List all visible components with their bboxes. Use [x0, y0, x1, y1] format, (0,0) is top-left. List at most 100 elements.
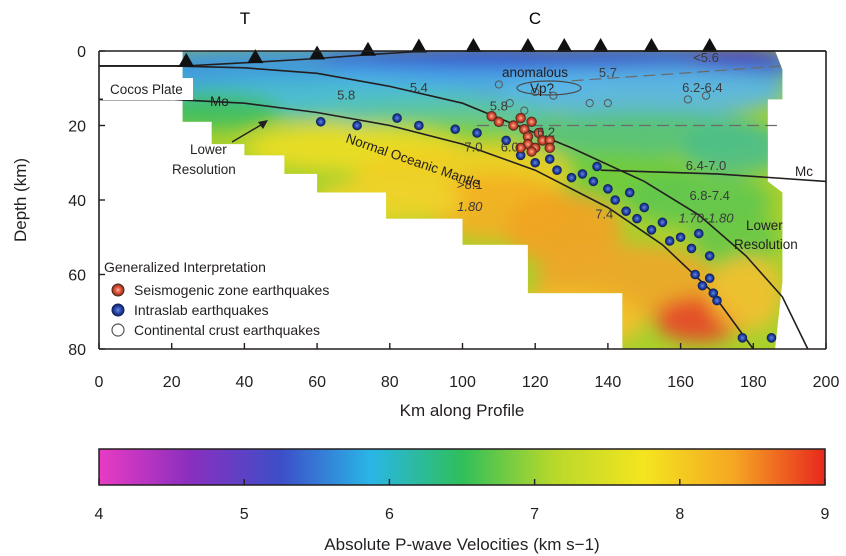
station-triangle	[359, 41, 376, 56]
x-tick-label: 200	[813, 374, 840, 391]
velocity-label: 6.2-6.4	[682, 80, 722, 95]
velocity-blob	[691, 207, 779, 268]
y-tick-label: 20	[68, 119, 86, 136]
station-triangle	[556, 38, 573, 52]
intraslab-earthquake	[610, 195, 620, 205]
velocity-blob	[498, 65, 783, 119]
x-tick-label: 20	[163, 374, 181, 391]
mc-line	[600, 169, 827, 183]
cocos-plate-box	[103, 78, 193, 100]
seismogenic-earthquake	[526, 146, 537, 157]
vp-label: Vp?	[530, 81, 554, 96]
velocity-blob	[680, 121, 783, 174]
lower-resolution-arrow	[231, 121, 267, 143]
intraslab-earthquake	[766, 333, 777, 343]
anomalous-label: anomalous	[502, 65, 568, 80]
legend-label-continental: Continental crust earthquakes	[134, 322, 320, 338]
y-axis-title: Depth (km)	[11, 158, 30, 242]
velocity-blob	[182, 91, 281, 130]
velocity-label: 6.2	[537, 125, 555, 140]
marker-T: T	[240, 9, 250, 28]
colorbar-tick-label: 7	[530, 506, 539, 523]
intraslab-earthquake	[577, 169, 588, 179]
seismogenic-earthquake	[493, 116, 505, 127]
x-tick-label: 160	[667, 374, 694, 391]
continental-earthquake	[520, 106, 529, 115]
station-triangle	[592, 38, 609, 52]
earthquakes	[315, 80, 777, 343]
mo-label: Mo	[210, 94, 229, 109]
intraslab-earthquake	[686, 243, 697, 254]
intraslab-earthquake	[704, 251, 715, 261]
x-tick-label: 100	[449, 374, 476, 391]
legend: Generalized Interpretation Seismogenic z…	[104, 259, 329, 338]
x-tick-label: 60	[308, 374, 326, 391]
continental-earthquake	[585, 99, 594, 108]
y-ticks: 0 20 40 60 80	[68, 44, 105, 359]
intraslab-earthquake	[693, 228, 704, 239]
legend-item-seismogenic: Seismogenic zone earthquakes	[111, 282, 329, 298]
continental-earthquake	[603, 99, 613, 108]
station-triangle	[309, 45, 326, 60]
seismogenic-earthquake	[526, 116, 537, 127]
intraslab-earthquake	[712, 295, 722, 306]
intraslab-earthquake	[530, 157, 540, 168]
velocity-label: >8.1	[457, 177, 483, 192]
lower-resolution-right-2: Resolution	[734, 237, 798, 252]
station-triangle	[410, 38, 427, 53]
y-tick-label: 40	[68, 193, 86, 210]
velocity-label: 6.8-7.4	[689, 188, 729, 203]
intraslab-earthquake	[566, 172, 577, 183]
intraslab-earthquake	[315, 116, 326, 127]
x-axis-title: Km along Profile	[400, 401, 525, 420]
intraslab-earthquake	[646, 225, 657, 235]
intraslab-earthquake	[697, 280, 708, 291]
y-tick-label: 0	[77, 44, 86, 61]
velocity-label: 5.4	[410, 80, 428, 95]
lower-resolution-right-1: Lower	[746, 218, 783, 233]
colorbar-title: Absolute P-wave Velocities (km s−1)	[324, 535, 599, 554]
x-tick-label: 0	[95, 374, 104, 391]
station-triangle	[178, 52, 195, 67]
intraslab-earthquake	[704, 273, 715, 284]
velocity-blob	[709, 255, 783, 331]
lower-resolution-left-1: Lower	[190, 142, 227, 157]
x-tick-label: 80	[381, 374, 399, 391]
station-triangle	[465, 38, 482, 52]
legend-symbol-seismogenic	[111, 283, 125, 297]
continental-earthquake	[531, 87, 540, 97]
y-tick-label: 80	[68, 342, 86, 359]
continental-earthquake	[505, 99, 514, 108]
velocity-label: 5.8	[490, 99, 508, 114]
colorbar-tick-label: 8	[675, 506, 684, 523]
continental-earthquake	[683, 95, 692, 104]
x-tick-label: 40	[236, 374, 254, 391]
velocity-labels: <5.6 5.7 5.4 6.2-6.4 5.8 5.8 6.2 7.0 6.0 6.4-7.0 6…	[337, 50, 734, 225]
colorbar-fill	[98, 448, 826, 486]
velocity-blob	[317, 177, 463, 223]
intraslab-earthquake	[624, 187, 635, 198]
intraslab-earthquake	[392, 113, 402, 123]
colorbar-tick-label: 9	[821, 506, 830, 523]
velocity-label: 5.8	[337, 87, 355, 102]
intraslab-earthquake	[352, 120, 362, 131]
anomalous-ellipse	[516, 80, 582, 96]
legend-label-intraslab: Intraslab earthquakes	[134, 302, 269, 318]
intraslab-earthquake	[675, 232, 686, 243]
lower-resolution-arrowhead	[258, 120, 268, 129]
marker-C: C	[529, 9, 541, 28]
mc-label: Mc	[795, 164, 813, 179]
velocity-label: 7.4	[595, 207, 613, 222]
intraslab-earthquake	[657, 217, 668, 228]
legend-symbol-intraslab	[111, 303, 125, 317]
cocos-plate-label: Cocos Plate	[110, 82, 183, 97]
y-tick-label: 60	[68, 268, 86, 285]
continental-earthquake	[701, 91, 711, 100]
intraslab-earthquake	[603, 184, 613, 194]
x-ticks: 0 20 40 60 80 100 120 140 160 180 200	[95, 343, 840, 391]
intraslab-earthquake	[639, 202, 650, 213]
legend-title: Generalized Interpretation	[104, 259, 266, 275]
continental-earthquake	[494, 80, 503, 89]
velocity-label: <5.6	[693, 50, 719, 65]
